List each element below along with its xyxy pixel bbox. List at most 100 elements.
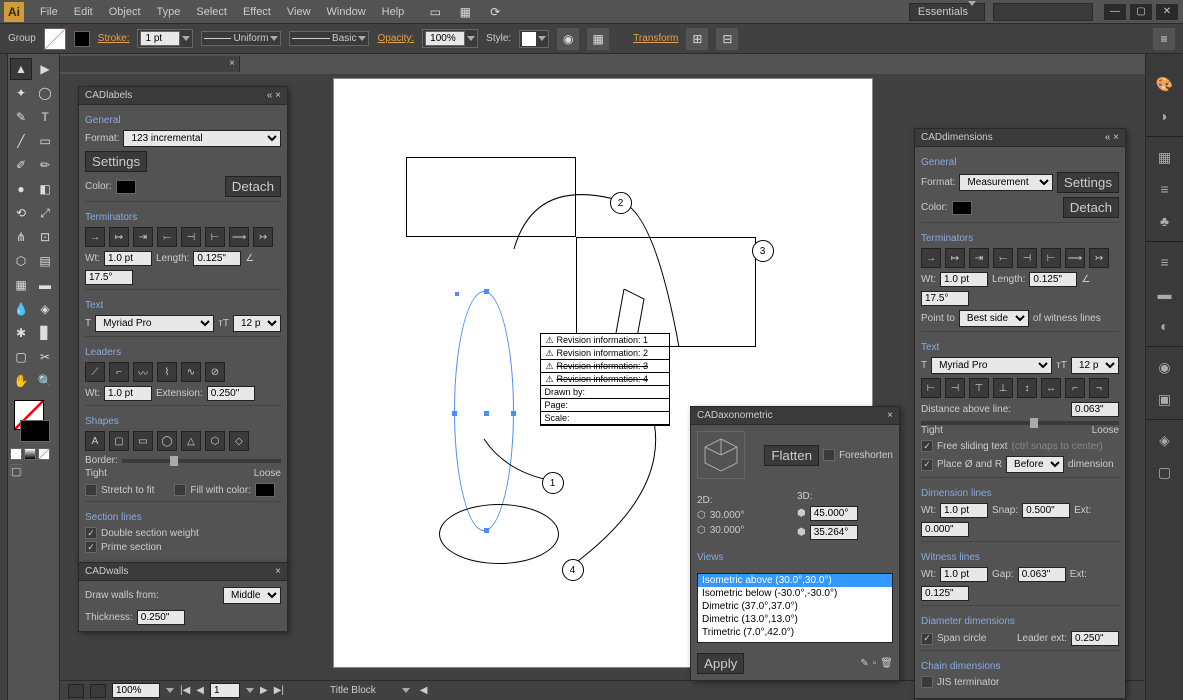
gradient-mode[interactable] <box>24 448 36 460</box>
angle-input[interactable] <box>921 291 969 306</box>
term-icon[interactable]: ⟶ <box>229 227 249 247</box>
artboard-tool[interactable]: ▢ <box>10 346 32 368</box>
fill-swatch[interactable] <box>44 28 66 50</box>
list-item[interactable]: Isometric below (-30.0°,-30.0°) <box>698 587 892 600</box>
label-circle-3[interactable]: 3 <box>752 240 774 262</box>
canvas-rect1[interactable] <box>406 157 576 237</box>
opacity-input[interactable] <box>422 29 478 48</box>
search-input[interactable] <box>993 3 1093 21</box>
selection-tool[interactable]: ▲ <box>10 58 32 80</box>
views-listbox[interactable]: Isometric above (30.0°,30.0°) Isometric … <box>697 573 893 643</box>
close-button[interactable]: ✕ <box>1155 3 1179 21</box>
term-icon[interactable]: ↣ <box>253 227 273 247</box>
cube-icon[interactable]: ⬢ <box>797 527 806 538</box>
align-icon[interactable]: ↔ <box>1041 378 1061 398</box>
cube-icon[interactable]: ⬢ <box>797 508 806 519</box>
length-input[interactable] <box>1029 272 1077 287</box>
magic-wand-tool[interactable]: ✦ <box>10 82 32 104</box>
wt-input[interactable] <box>940 503 988 518</box>
type-tool[interactable]: T <box>34 106 56 128</box>
list-item[interactable]: Dimetric (13.0°,13.0°) <box>698 613 892 626</box>
fill-check[interactable] <box>174 484 186 496</box>
panel-menu-icon[interactable]: ≡ <box>1153 28 1175 50</box>
stroke-swatch-big[interactable] <box>20 420 50 442</box>
screen-mode[interactable]: ▢ <box>10 464 22 476</box>
shape-icon[interactable]: A <box>85 431 105 451</box>
gap-input[interactable] <box>1018 567 1066 582</box>
leader-icon[interactable]: ⊘ <box>205 362 225 382</box>
label-circle-2[interactable]: 2 <box>610 192 632 214</box>
fill-color[interactable] <box>255 483 275 497</box>
align-icon[interactable]: ⊢ <box>921 378 941 398</box>
ext-input[interactable] <box>921 586 969 601</box>
color-panel-icon[interactable]: 🎨 <box>1153 72 1177 96</box>
ext-input[interactable] <box>921 522 969 537</box>
perspective-tool[interactable]: ▤ <box>34 250 56 272</box>
appearance-icon[interactable]: ◉ <box>1153 355 1177 379</box>
align-icon[interactable]: ⊤ <box>969 378 989 398</box>
mesh-tool[interactable]: ▦ <box>10 274 32 296</box>
term-icon[interactable]: ⇥ <box>969 248 989 268</box>
3d-angle2[interactable] <box>810 525 858 540</box>
width-tool[interactable]: ⋔ <box>10 226 32 248</box>
leader-input[interactable] <box>1071 631 1119 646</box>
graph-tool[interactable]: ▊ <box>34 322 56 344</box>
menu-type[interactable]: Type <box>149 2 189 22</box>
menu-file[interactable]: File <box>32 2 66 22</box>
term-icon[interactable]: ↦ <box>109 227 129 247</box>
recolor-icon[interactable]: ◉ <box>557 28 579 50</box>
guide-panel-icon[interactable]: ◗ <box>1153 104 1177 128</box>
maximize-button[interactable]: ▢ <box>1129 3 1153 21</box>
none-mode[interactable] <box>38 448 50 460</box>
leader-icon[interactable]: 〰 <box>133 362 153 382</box>
color-swatch[interactable] <box>952 201 972 215</box>
hand-tool[interactable]: ✋ <box>10 370 32 392</box>
collapse-icon[interactable]: « <box>1105 132 1111 143</box>
blend-tool[interactable]: ◈ <box>34 298 56 320</box>
nav-prev-icon[interactable]: ◀ <box>196 685 204 696</box>
leader-icon[interactable]: ⌇ <box>157 362 177 382</box>
wt-input[interactable] <box>940 567 988 582</box>
stroke-weight[interactable] <box>137 29 193 48</box>
term-icon[interactable]: ↦ <box>945 248 965 268</box>
term-icon[interactable]: → <box>85 227 105 247</box>
draw-from-select[interactable]: Middle <box>223 587 281 604</box>
opacity-link[interactable]: Opacity: <box>377 33 414 44</box>
doc-tab[interactable]: × <box>60 56 240 72</box>
flatten-button[interactable]: Flatten <box>764 445 819 466</box>
cube-icon[interactable]: ⬡ <box>697 525 706 536</box>
delete-icon[interactable]: 🗑 <box>880 658 893 669</box>
menu-help[interactable]: Help <box>374 2 413 22</box>
term-icon[interactable]: ⊣ <box>1017 248 1037 268</box>
length-input[interactable] <box>193 251 241 266</box>
pencil-tool[interactable]: ✏ <box>34 154 56 176</box>
detach-button[interactable]: Detach <box>1063 197 1119 218</box>
status-icon1[interactable] <box>68 684 84 698</box>
3d-angle1[interactable] <box>810 506 858 521</box>
collapse-icon[interactable]: « <box>267 90 273 101</box>
span-check[interactable]: ✓ <box>921 633 933 645</box>
fontsize-select[interactable]: 12 pt <box>1071 357 1119 374</box>
brushes-icon[interactable]: ≡ <box>1153 177 1177 201</box>
point-to-select[interactable]: Best side <box>959 310 1029 327</box>
zoom-tool[interactable]: 🔍 <box>34 370 56 392</box>
menu-window[interactable]: Window <box>319 2 374 22</box>
close-icon[interactable]: × <box>887 410 893 421</box>
align-icon[interactable]: ⌐ <box>1065 378 1085 398</box>
leader-icon[interactable]: ∿ <box>181 362 201 382</box>
align-icon[interactable]: ↕ <box>1017 378 1037 398</box>
brush-def[interactable]: Basic <box>289 31 369 46</box>
workspace-dropdown[interactable]: Essentials <box>909 3 985 21</box>
artboards-icon[interactable]: ▢ <box>1153 460 1177 484</box>
menu-view[interactable]: View <box>279 2 319 22</box>
canvas-ellipse2[interactable] <box>439 504 559 564</box>
term-icon[interactable]: ⊢ <box>1041 248 1061 268</box>
align-icon[interactable]: ⊥ <box>993 378 1013 398</box>
eyedrop-tool[interactable]: 💧 <box>10 298 32 320</box>
angle-input[interactable] <box>85 270 133 285</box>
style-swatch[interactable] <box>519 30 549 48</box>
blob-tool[interactable]: ● <box>10 178 32 200</box>
line-tool[interactable]: ╱ <box>10 130 32 152</box>
transform-icon2[interactable]: ⊟ <box>716 28 738 50</box>
tab-close-icon[interactable]: × <box>229 58 235 69</box>
